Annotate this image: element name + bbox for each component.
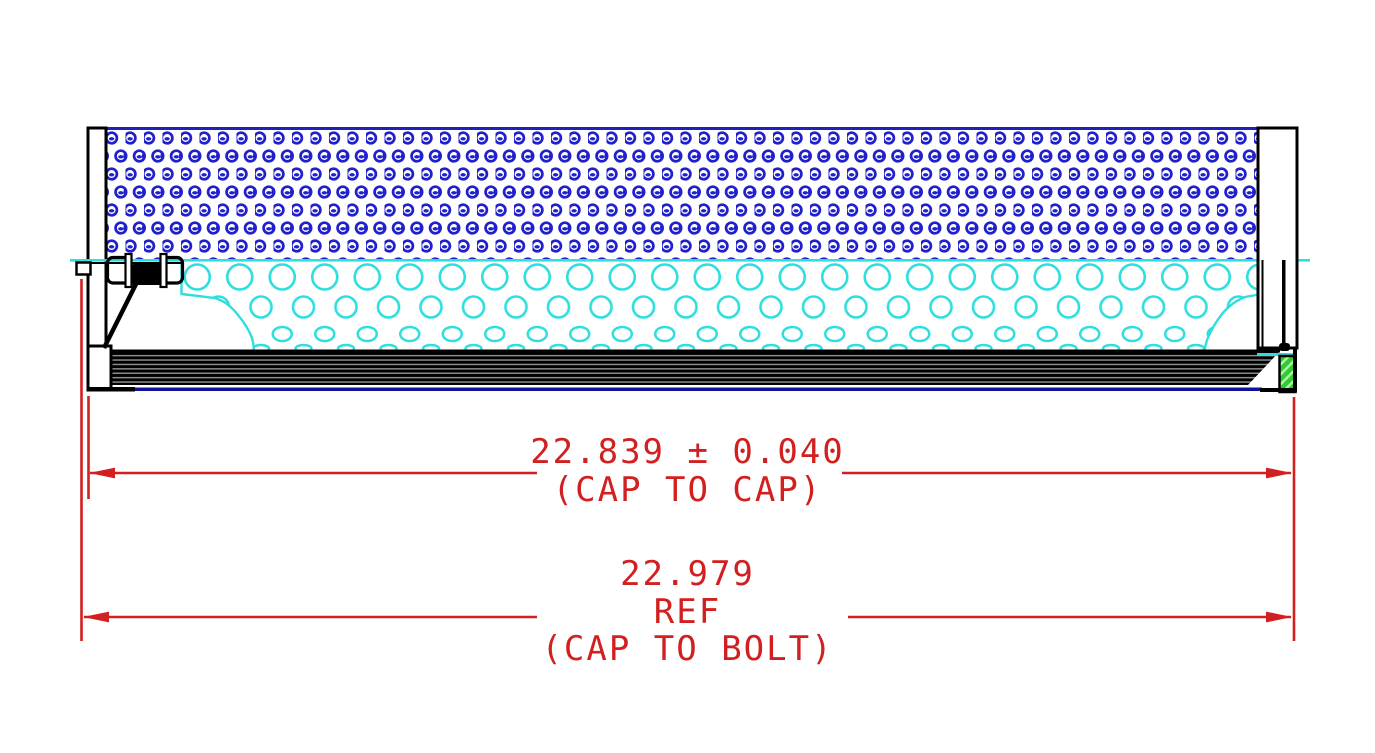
core-row-4 (181, 342, 1279, 352)
left-end-cap (86, 126, 135, 392)
cap-to-cap-value: 22.839 ± 0.040 (530, 432, 845, 472)
core-top-line (70, 259, 1310, 262)
right-cap-cyan-tick (1257, 353, 1295, 356)
shell-perforation-field (107, 130, 1258, 261)
left-cap-body (86, 126, 108, 351)
dimension-cap-to-bolt (83, 611, 1292, 623)
core-cutaway-outline (180, 260, 1280, 354)
dim2-arrow-right (1266, 611, 1292, 623)
cap-to-bolt-label: (CAP TO BOLT) (541, 629, 834, 669)
core-row-2 (181, 292, 1279, 322)
media-stripes (112, 351, 1280, 385)
shell-top-border (106, 127, 1258, 130)
bolt-washer-right (159, 252, 168, 289)
cap-to-bolt-ref: REF (653, 592, 722, 632)
bolt-right-bracket (164, 255, 185, 285)
left-cap-base (88, 387, 135, 392)
bolt-left-bracket (105, 255, 126, 285)
bolt-washer-left (124, 252, 133, 289)
bolt-head-tab (75, 261, 92, 276)
outer-perforated-shell (106, 127, 1258, 261)
right-cap-pin (1279, 343, 1290, 351)
media-top-edge (112, 349, 1280, 353)
core-row-1 (181, 262, 1279, 292)
media-bottom-blue-line (93, 387, 1262, 391)
filter-media-band (93, 349, 1280, 391)
left-cap-foot (86, 344, 113, 392)
dim2-arrow-left (83, 611, 109, 623)
dim1-arrow-right (1266, 467, 1292, 479)
dimension-cap-to-cap (89, 467, 1292, 479)
right-cap-base (1260, 388, 1297, 392)
bolt-nut (132, 264, 162, 285)
right-cap-stem (1282, 260, 1286, 348)
right-cap-inner-line (1261, 260, 1264, 347)
right-cap-outer-edge (1293, 348, 1297, 392)
bolt-assembly (75, 252, 185, 350)
cap-to-cap-label: (CAP TO CAP) (552, 470, 823, 510)
cap-to-bolt-value: 22.979 (620, 554, 755, 594)
right-cap-body (1256, 126, 1299, 350)
dimension-lines (80, 279, 1296, 641)
right-end-cap (1256, 126, 1299, 394)
inner-core-screen (180, 260, 1280, 354)
dim1-arrow-left (89, 467, 115, 479)
bolt-strap (101, 282, 139, 350)
